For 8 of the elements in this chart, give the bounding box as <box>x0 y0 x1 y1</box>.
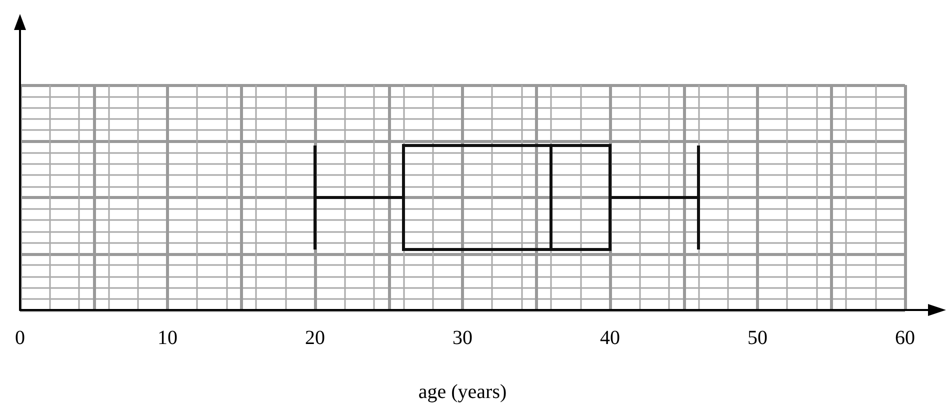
x-tick-label: 10 <box>158 327 178 349</box>
x-tick-label: 40 <box>600 327 620 349</box>
x-tick-label: 0 <box>15 327 25 349</box>
x-tick-label: 20 <box>305 327 325 349</box>
x-tick-label: 60 <box>895 327 915 349</box>
x-tick-label: 50 <box>748 327 768 349</box>
x-tick-label: 30 <box>452 327 472 349</box>
x-axis-title: age (years) <box>418 381 507 403</box>
